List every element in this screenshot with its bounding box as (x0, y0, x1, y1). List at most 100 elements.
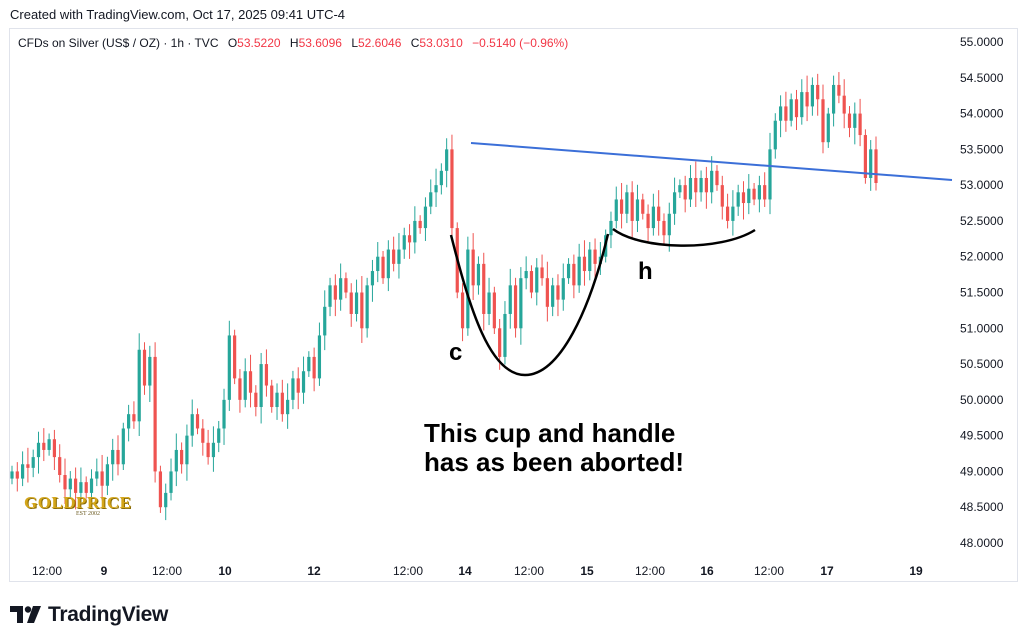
candle-down (619, 199, 624, 214)
goldprice-brand: GOLDPRICE (24, 493, 132, 512)
price-tick-label: 49.5000 (960, 429, 1004, 443)
candle-down (725, 206, 730, 221)
candle-down (662, 220, 666, 236)
candle-up (651, 206, 655, 229)
candle-down (641, 199, 645, 214)
close-value: 53.0310 (419, 36, 463, 50)
candle-up (36, 442, 41, 458)
time-tick-label: 19 (909, 564, 923, 578)
goldprice-est: EST 2002 (76, 511, 101, 517)
candle-up (635, 199, 640, 221)
candle-up (402, 235, 406, 250)
candle-up (609, 220, 613, 236)
time-tick-label: 9 (101, 564, 108, 578)
candle-up (768, 149, 772, 200)
price-tick-label: 50.5000 (960, 357, 1004, 371)
candle-up (121, 428, 125, 465)
candle-down (248, 371, 253, 393)
candle-up (169, 471, 173, 493)
candles (10, 72, 878, 521)
tradingview-footer[interactable]: TradingView (10, 601, 168, 629)
ohlc-legend: CFDs on Silver (US$ / OZ) · 1h · TVC O 53… (18, 36, 568, 50)
time-tick-label: 12:00 (514, 564, 544, 578)
candle-up (68, 478, 72, 490)
candle-up (127, 414, 131, 429)
candle-up (323, 306, 327, 336)
candle-up (275, 392, 279, 408)
candle-down (84, 482, 88, 493)
candle-down (572, 263, 576, 286)
candle-up (376, 256, 380, 272)
candle-down (460, 292, 465, 329)
candle-up (243, 371, 247, 400)
candle-down (498, 328, 502, 357)
candle-up (185, 435, 189, 465)
candle-down (381, 256, 385, 279)
candle-down (763, 185, 767, 200)
price-tick-label: 49.0000 (960, 464, 1004, 478)
candle-up (111, 449, 115, 465)
candle-up (211, 442, 216, 458)
time-tick-label: 12 (307, 564, 321, 578)
candle-up (561, 278, 565, 300)
candle-up (678, 185, 682, 193)
price-tick-label: 53.0000 (960, 178, 1004, 192)
candle-down (715, 170, 719, 186)
candle-down (752, 188, 756, 200)
candle-up (503, 313, 507, 357)
open-label: O (227, 36, 238, 50)
close-label: C (410, 36, 420, 50)
candle-up (95, 471, 99, 479)
candle-up (291, 378, 295, 400)
neckline-trendline (470, 142, 953, 181)
candle-down (153, 356, 157, 472)
candle-up (439, 170, 443, 186)
low-value: 52.6046 (358, 36, 402, 50)
handle-label: h (638, 258, 653, 285)
candle-up (10, 471, 14, 479)
candle-down (805, 92, 809, 107)
candle-up (174, 449, 178, 472)
candle-down (545, 278, 549, 307)
candle-down (847, 113, 852, 128)
candle-up (21, 464, 25, 479)
candle-up (301, 371, 306, 393)
cup-curve (449, 233, 610, 377)
candle-down (360, 292, 364, 329)
candle-down (312, 356, 316, 379)
candle-down (741, 192, 746, 204)
time-tick-label: 12:00 (754, 564, 784, 578)
candle-down (158, 471, 163, 508)
candle-up (164, 492, 168, 508)
candle-up (413, 220, 417, 243)
candle-up (79, 482, 83, 493)
candle-down (471, 249, 475, 286)
candle-up (89, 478, 94, 493)
candle-up (614, 199, 618, 221)
candle-up (286, 399, 290, 415)
candle-down (694, 177, 698, 193)
candle-down (418, 220, 422, 229)
candle-up (429, 192, 433, 207)
low-label: L (351, 36, 358, 50)
candle-up (31, 457, 35, 468)
candle-down (863, 135, 867, 178)
candle-up (810, 84, 814, 107)
candle-down (52, 439, 57, 458)
candle-down (392, 249, 396, 264)
tradingview-wordmark: TradingView (48, 603, 169, 626)
candle-up (365, 285, 369, 329)
symbol-label[interactable]: CFDs on Silver (US$ / OZ) · 1h · TVC (18, 36, 219, 50)
candle-up (259, 364, 263, 408)
time-tick-label: 10 (218, 564, 232, 578)
price-tick-label: 55.0000 (960, 35, 1004, 49)
time-tick-label: 12:00 (635, 564, 665, 578)
candle-down (858, 113, 862, 136)
candle-up (731, 206, 735, 221)
candle-down (349, 292, 353, 314)
candle-down (593, 249, 597, 264)
candle-down (683, 185, 687, 200)
candle-up (307, 356, 311, 372)
time-tick-label: 17 (820, 564, 834, 578)
